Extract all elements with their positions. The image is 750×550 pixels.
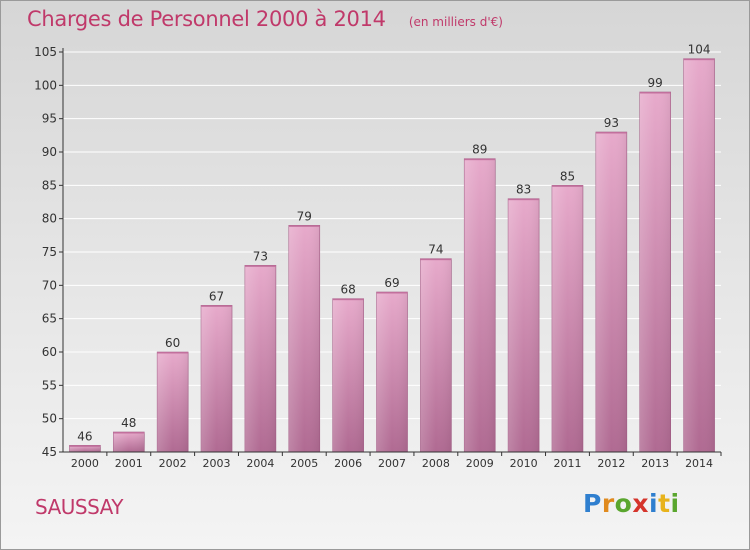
x-tick-label: 2006 <box>334 457 362 470</box>
data-label: 74 <box>428 243 443 257</box>
data-label: 68 <box>340 283 355 297</box>
x-tick-label: 2011 <box>553 457 581 470</box>
bar-highlight <box>244 265 276 452</box>
bar-highlight <box>420 258 452 452</box>
x-tick-label: 2013 <box>641 457 669 470</box>
logo-letter: P <box>583 489 602 518</box>
x-tick-label: 2000 <box>71 457 99 470</box>
chart-title: Charges de Personnel 2000 à 2014 <box>27 7 386 31</box>
x-tick-label: 2014 <box>685 457 713 470</box>
x-tick-label: 2005 <box>290 457 318 470</box>
bar-highlight <box>157 352 189 452</box>
bar-top-edge <box>551 185 583 187</box>
y-tick-label: 95 <box>42 112 57 126</box>
bar-top-edge <box>288 225 320 227</box>
data-label: 83 <box>516 183 531 197</box>
data-labels: 46 48 60 67 73 79 68 69 74 89 83 85 93 99 104 <box>77 43 710 444</box>
data-label: 99 <box>648 76 663 90</box>
bar-highlight <box>683 58 715 453</box>
bar-top-edge <box>508 198 540 201</box>
data-label: 93 <box>604 116 619 130</box>
data-label: 104 <box>688 43 711 57</box>
data-label: 67 <box>209 289 224 303</box>
logo-letter: r <box>601 489 615 518</box>
logo-letter: i <box>670 489 680 518</box>
y-tick-label: 90 <box>42 145 57 159</box>
y-tick-label: 65 <box>42 312 57 326</box>
x-tick-label: 2002 <box>159 457 187 470</box>
bar-highlight <box>201 305 233 452</box>
bar-top-edge <box>595 132 627 134</box>
bar-highlight <box>332 298 364 452</box>
bar-highlight <box>376 292 408 452</box>
chart-subtitle: (en milliers d'€) <box>408 15 503 29</box>
y-tick-label: 75 <box>42 245 57 259</box>
data-label: 60 <box>165 336 180 350</box>
y-tick-label: 70 <box>42 278 57 292</box>
bar-top-edge <box>332 298 364 301</box>
bar-highlight <box>551 185 583 453</box>
x-tick-label: 2001 <box>115 457 143 470</box>
commune-name: SAUSSAY <box>35 495 124 519</box>
bar-top-edge <box>376 292 408 294</box>
x-tick-label: 2003 <box>203 457 231 470</box>
y-tick-label: 60 <box>42 345 57 359</box>
y-tick-label: 55 <box>42 378 57 392</box>
bar-highlight <box>508 198 540 452</box>
title-row: Charges de Personnel 2000 à 2014 (en mil… <box>27 7 503 31</box>
bar-top-edge <box>639 92 671 94</box>
bar-top-edge <box>683 58 715 61</box>
data-label: 73 <box>253 249 268 263</box>
bars <box>69 58 715 453</box>
y-tick-label: 105 <box>34 45 57 59</box>
logo-letter: o <box>614 489 633 518</box>
logo-letter: i <box>649 489 659 518</box>
bar-highlight <box>69 445 101 452</box>
bar-top-edge <box>201 305 233 307</box>
data-label: 89 <box>472 143 487 157</box>
logo-letter: t <box>658 489 671 518</box>
data-label: 48 <box>121 416 136 430</box>
bar-highlight <box>113 432 145 452</box>
x-tick-label: 2010 <box>510 457 538 470</box>
bar-highlight <box>464 158 496 452</box>
bar-top-edge <box>420 258 452 261</box>
x-tick-label: 2007 <box>378 457 406 470</box>
proxiti-logo[interactable]: Proxiti <box>583 489 680 518</box>
x-tick-label: 2008 <box>422 457 450 470</box>
bar-top-edge <box>113 432 145 434</box>
y-tick-label: 45 <box>42 445 57 459</box>
axes <box>62 48 721 453</box>
bar-highlight <box>288 225 320 452</box>
bar-highlight <box>595 132 627 452</box>
bar-top-edge <box>69 445 101 447</box>
x-tick-label: 2012 <box>597 457 625 470</box>
data-label: 85 <box>560 169 575 183</box>
y-tick-label: 80 <box>42 212 57 226</box>
y-axis-ticks: 45 50 55 60 65 70 75 80 85 90 95 100 105 <box>34 45 63 459</box>
bar-top-edge <box>244 265 276 267</box>
bar-highlight <box>639 92 671 452</box>
x-tick-label: 2004 <box>246 457 274 470</box>
data-label: 69 <box>384 276 399 290</box>
x-axis-ticks: 2000 2001 2002 2003 2004 2005 2006 2007 2008 2009… <box>71 452 722 470</box>
data-label: 79 <box>297 209 312 223</box>
logo-letter: x <box>632 489 649 518</box>
data-label: 46 <box>77 429 92 443</box>
y-tick-label: 85 <box>42 178 57 192</box>
bar-top-edge <box>464 158 496 161</box>
x-tick-label: 2009 <box>466 457 494 470</box>
y-tick-label: 50 <box>42 412 57 426</box>
bar-top-edge <box>157 352 189 354</box>
y-tick-label: 100 <box>34 78 57 92</box>
